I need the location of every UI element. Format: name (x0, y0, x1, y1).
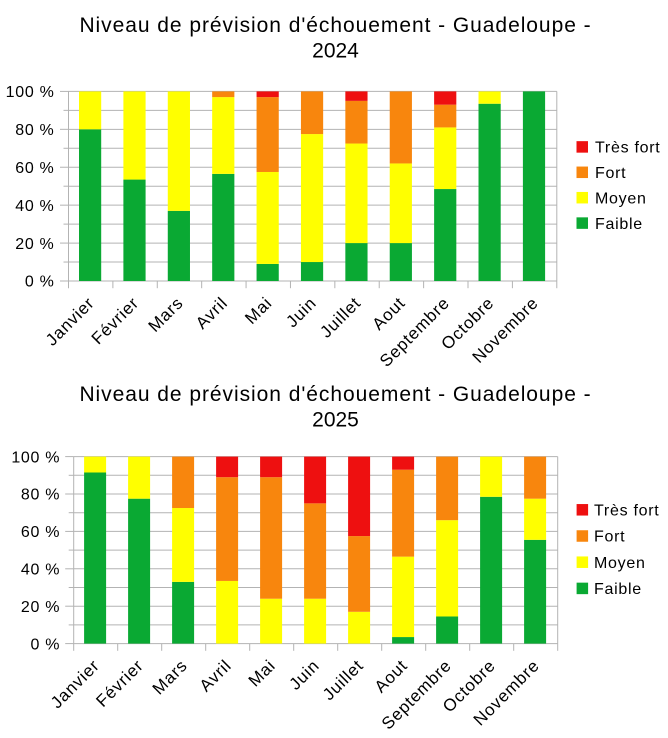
svg-text:Juillet: Juillet (316, 293, 364, 341)
svg-text:Très fort: Très fort (595, 140, 660, 157)
svg-text:Fort: Fort (594, 529, 625, 546)
svg-text:Juin: Juin (285, 656, 323, 694)
svg-text:60 %: 60 % (15, 160, 54, 177)
svg-text:Mai: Mai (241, 293, 276, 328)
svg-text:Faible: Faible (594, 581, 642, 598)
svg-text:Très fort: Très fort (594, 503, 659, 520)
svg-text:2024: 2024 (312, 39, 359, 62)
svg-text:Janvier: Janvier (47, 656, 103, 712)
svg-text:100 %: 100 % (6, 84, 55, 101)
svg-text:Aout: Aout (371, 656, 411, 696)
svg-text:Février: Février (88, 293, 143, 348)
svg-text:Février: Février (92, 656, 147, 711)
svg-text:100 %: 100 % (11, 449, 60, 466)
svg-text:Faible: Faible (595, 216, 643, 233)
svg-text:60 %: 60 % (21, 524, 60, 541)
svg-text:Moyen: Moyen (595, 190, 647, 207)
svg-text:2025: 2025 (312, 408, 359, 431)
svg-text:20 %: 20 % (21, 599, 60, 616)
svg-text:80 %: 80 % (21, 487, 60, 504)
svg-text:Mars: Mars (145, 293, 187, 335)
svg-text:Juin: Juin (282, 293, 320, 331)
svg-text:Aout: Aout (369, 293, 409, 333)
svg-text:Janvier: Janvier (42, 293, 98, 349)
svg-text:Avril: Avril (192, 293, 231, 332)
svg-text:Mai: Mai (245, 656, 280, 691)
svg-text:Niveau de prévision d'échoueme: Niveau de prévision d'échouement - Guade… (79, 383, 591, 406)
svg-text:Mars: Mars (149, 656, 191, 698)
svg-text:0 %: 0 % (31, 636, 61, 653)
svg-text:Fort: Fort (595, 165, 626, 182)
svg-text:Moyen: Moyen (594, 555, 646, 572)
svg-text:Avril: Avril (196, 656, 235, 695)
svg-text:Niveau de prévision d'échoueme: Niveau de prévision d'échouement - Guade… (79, 14, 591, 37)
svg-text:20 %: 20 % (15, 236, 54, 253)
svg-text:40 %: 40 % (21, 562, 60, 579)
svg-text:80 %: 80 % (15, 122, 54, 139)
svg-text:40 %: 40 % (15, 198, 54, 215)
svg-text:Juillet: Juillet (319, 656, 367, 704)
svg-text:0 %: 0 % (25, 274, 55, 291)
